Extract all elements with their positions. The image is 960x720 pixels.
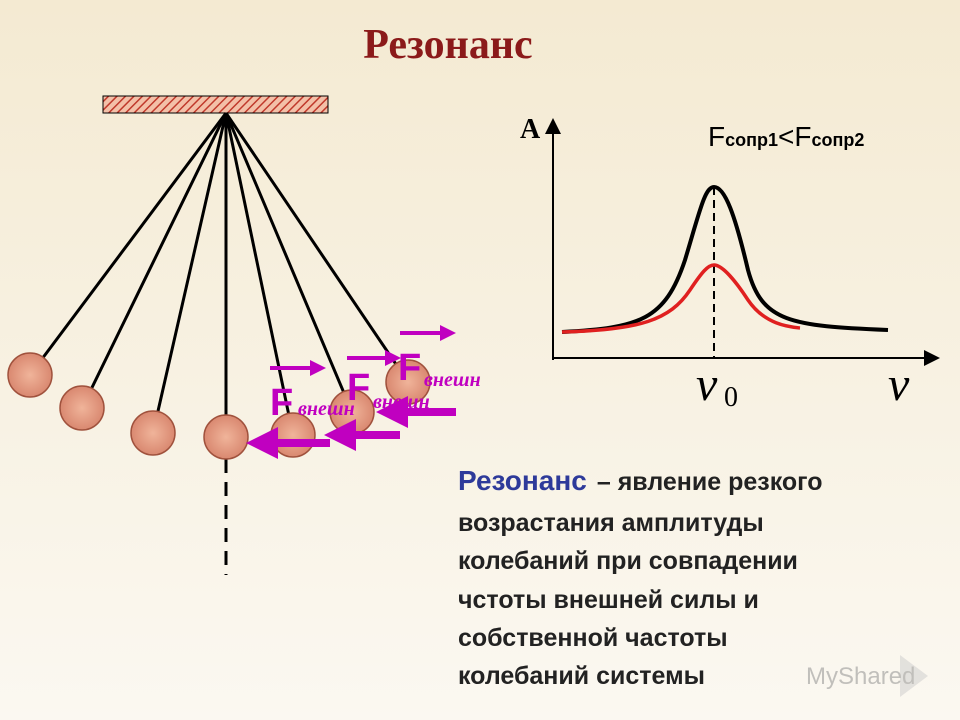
peak-sub: 0 xyxy=(724,382,738,413)
force-sub: внешн xyxy=(298,398,355,420)
legend-op: < xyxy=(778,121,794,152)
graph xyxy=(545,118,940,366)
force-symbol: F xyxy=(398,347,421,389)
force-symbol: F xyxy=(270,382,293,424)
y-axis-label: A xyxy=(520,114,541,145)
legend: Fсопр1<Fсопр2 xyxy=(708,121,864,152)
title: Резонанс xyxy=(363,22,532,68)
legend-sub: сопр2 xyxy=(811,130,864,150)
force-sub: внешн xyxy=(373,391,430,413)
force-symbol: F xyxy=(347,367,370,409)
definition-line: Резонанс – явление резкого xyxy=(458,465,823,496)
peak-label: ν xyxy=(696,358,718,411)
definition-line: возрастания амплитуды xyxy=(458,509,764,537)
definition-line: колебаний системы xyxy=(458,662,705,690)
definition: Резонанс – явление резкого возрастания ам… xyxy=(458,465,823,690)
legend-sub: сопр1 xyxy=(725,130,778,150)
definition-line: колебаний при совпадении xyxy=(458,547,798,575)
definition-line: чстоты внешней силы и xyxy=(458,586,759,614)
x-axis-label: ν xyxy=(888,358,910,411)
watermark-text: MyShared xyxy=(806,663,915,690)
term: Резонанс xyxy=(458,465,587,496)
force-sub: внешн xyxy=(424,369,481,391)
definition-line: собственной частоты xyxy=(458,624,728,652)
legend-f: F xyxy=(708,121,725,152)
legend-f: F xyxy=(794,121,811,152)
pendulum xyxy=(7,95,431,575)
force-arrows xyxy=(246,325,456,459)
definition-text: – явление резкого xyxy=(597,468,823,496)
watermark: MyShared xyxy=(806,655,928,697)
